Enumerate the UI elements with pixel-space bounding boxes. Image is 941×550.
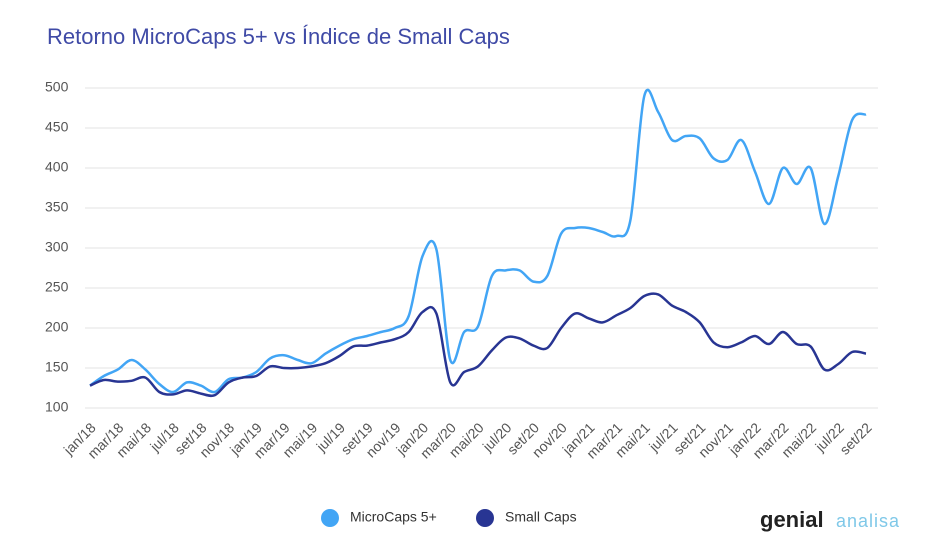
legend-label: Small Caps (505, 509, 577, 525)
x-tick-label: set/22 (836, 419, 874, 457)
legend-swatch (476, 509, 494, 527)
legend-label: MicroCaps 5+ (350, 509, 437, 525)
y-tick-label: 250 (45, 279, 69, 295)
y-tick-label: 400 (45, 159, 69, 175)
y-tick-label: 300 (45, 239, 69, 255)
y-tick-label: 500 (45, 79, 69, 95)
chart-title: Retorno MicroCaps 5+ vs Índice de Small … (47, 24, 510, 49)
y-tick-label: 100 (45, 399, 69, 415)
y-tick-label: 150 (45, 359, 69, 375)
y-tick-label: 200 (45, 319, 69, 335)
y-tick-label: 350 (45, 199, 69, 215)
series-line (89, 88, 867, 394)
brand-name: genial (760, 507, 824, 532)
y-tick-label: 450 (45, 119, 69, 135)
brand-suffix: analisa (836, 511, 900, 531)
legend-swatch (321, 509, 339, 527)
series-line (89, 292, 867, 398)
